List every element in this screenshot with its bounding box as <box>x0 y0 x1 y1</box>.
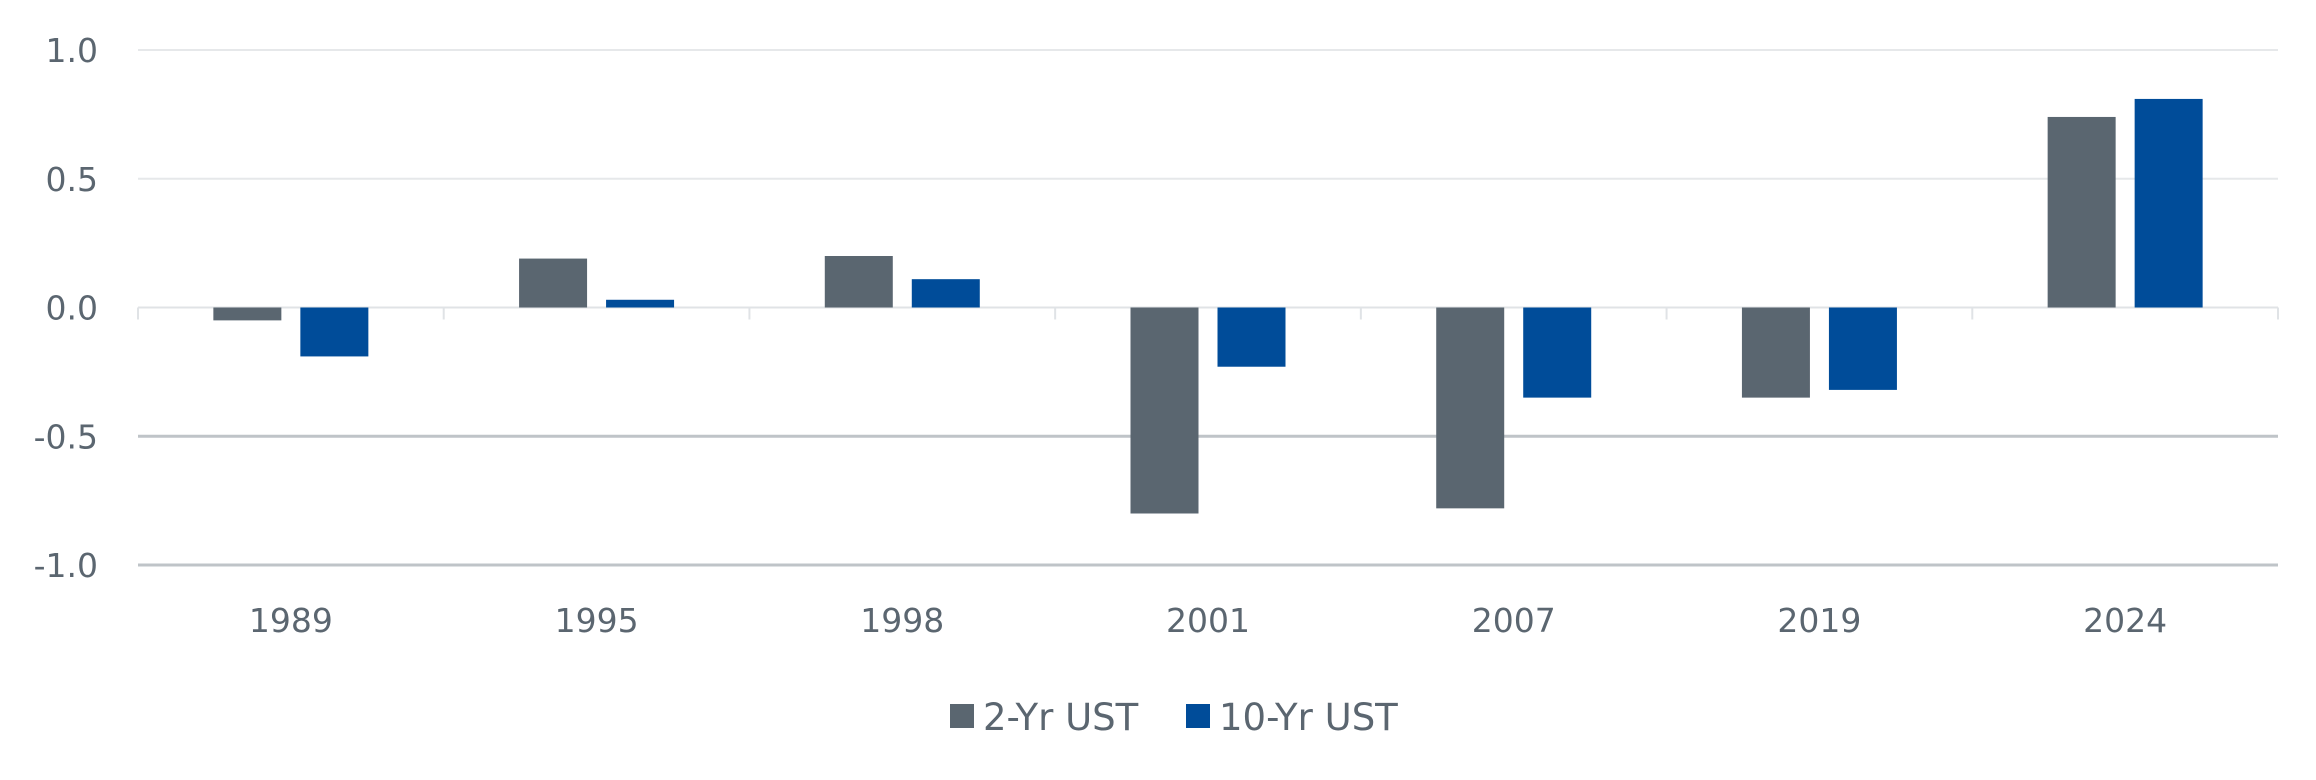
bars <box>213 98 2203 514</box>
x-tick-label: 2019 <box>1777 601 1861 640</box>
x-axis: 1989 1995 1998 2001 2007 2019 2024 <box>137 306 2279 640</box>
bar-ten-yr <box>606 299 675 308</box>
bar-ten-yr <box>1828 307 1897 390</box>
y-tick-label: 1.0 <box>46 31 98 70</box>
legend-item-ten-yr: 10-Yr UST <box>1186 696 1398 739</box>
legend-swatch <box>1186 704 1210 728</box>
bar-two-yr <box>1741 307 1810 398</box>
bar-two-yr <box>2047 116 2116 308</box>
x-tick-label: 2007 <box>1472 601 1556 640</box>
x-tick-label: 2001 <box>1166 601 1250 640</box>
bar-two-yr <box>824 256 893 308</box>
bar-ten-yr <box>911 279 980 308</box>
x-tick-label: 1989 <box>249 601 333 640</box>
bar-ten-yr <box>2134 98 2203 308</box>
y-tick-label: -0.5 <box>34 417 98 456</box>
x-tick-label: 2024 <box>2083 601 2167 640</box>
bar-ten-yr <box>1523 307 1592 398</box>
y-axis: 1.0 0.5 0.0 -0.5 -1.0 <box>34 31 98 585</box>
y-tick-label: -1.0 <box>34 546 98 585</box>
y-tick-label: 0.0 <box>46 289 98 328</box>
bar-two-yr <box>1130 307 1199 514</box>
bar-two-yr <box>519 258 588 308</box>
y-tick-label: 0.5 <box>46 160 98 199</box>
x-tick-label: 1998 <box>860 601 944 640</box>
legend-swatch <box>950 704 974 728</box>
bar-ten-yr <box>1217 307 1286 367</box>
bar-two-yr <box>1436 307 1505 509</box>
bar-two-yr <box>213 307 282 321</box>
legend: 2-Yr UST 10-Yr UST <box>950 696 1398 739</box>
legend-label: 10-Yr UST <box>1219 696 1398 739</box>
x-tick-label: 1995 <box>555 601 639 640</box>
bar-ten-yr <box>300 307 369 357</box>
legend-label: 2-Yr UST <box>983 696 1139 739</box>
legend-item-two-yr: 2-Yr UST <box>950 696 1139 739</box>
